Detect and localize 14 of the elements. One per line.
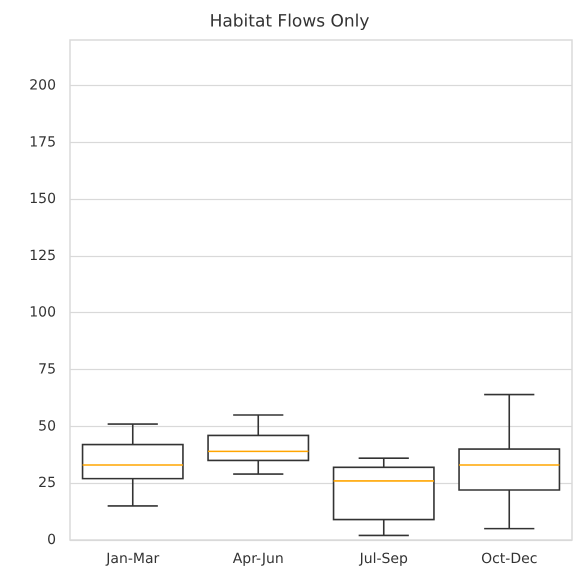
y-tick-label: 200 bbox=[29, 77, 56, 94]
y-tick-label: 150 bbox=[29, 191, 56, 208]
y-tick-label: 0 bbox=[47, 532, 56, 548]
x-tick-label: Jan-Mar bbox=[105, 551, 160, 567]
y-tick-label: 75 bbox=[38, 362, 56, 378]
x-tick-label: Apr-Jun bbox=[232, 551, 284, 567]
y-tick-label: 25 bbox=[38, 475, 56, 492]
y-tick-label: 100 bbox=[29, 304, 56, 321]
y-tick-label: 175 bbox=[29, 134, 56, 150]
x-tick-label: Jul-Sep bbox=[358, 551, 408, 567]
y-tick-label: 125 bbox=[29, 248, 56, 264]
chart-title: Habitat Flows Only bbox=[210, 12, 370, 32]
y-tick-label: 50 bbox=[38, 418, 56, 434]
x-tick-label: Oct-Dec bbox=[481, 551, 538, 567]
